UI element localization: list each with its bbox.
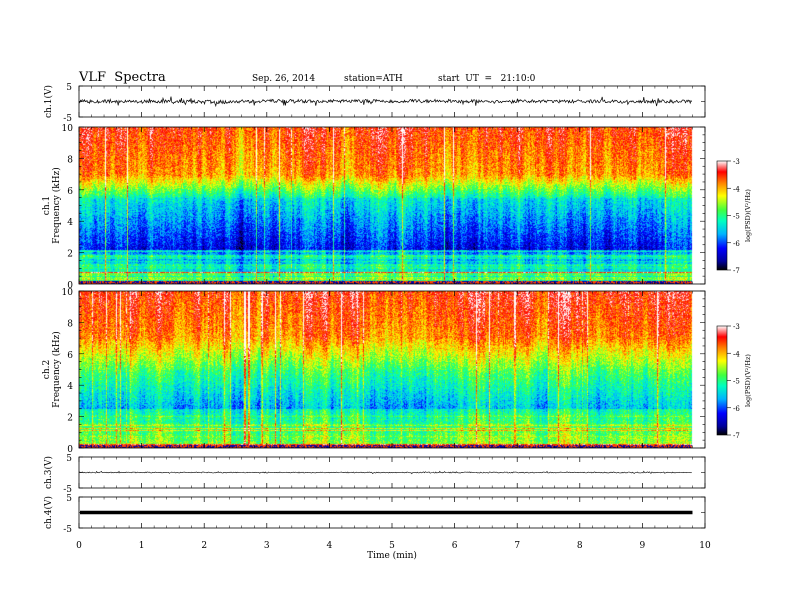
y-axis-label-ch1: ch.1(V): [43, 85, 54, 118]
x-tick-label: 4: [327, 541, 333, 551]
y-tick-label: 2: [67, 414, 73, 424]
start-time-label: start UT = 21:10:0: [438, 74, 536, 84]
spectrogram-image-ch1: [79, 127, 705, 284]
y-axis-channel-label: ch.2: [42, 360, 52, 379]
colorbar-tick-label: -6: [733, 240, 740, 248]
station-label: station=ATH: [344, 74, 403, 84]
x-tick-label: 2: [201, 541, 207, 551]
colorbar: [716, 160, 728, 271]
y-tick-label: 0: [67, 281, 73, 291]
y-axis-label-ch4: ch.4(V): [43, 496, 54, 529]
y-tick-label: 6: [67, 351, 73, 361]
y-axis-frequency-label: Frequency (kHz): [51, 167, 62, 244]
spectrogram-image-ch2: [79, 291, 705, 448]
y-axis-channel-label: ch.1: [42, 196, 52, 215]
colorbar-tick-label: -3: [733, 323, 740, 331]
colorbar-tick-label: -6: [733, 405, 740, 413]
colorbar-tick-label: -3: [733, 158, 740, 166]
x-tick-label: 8: [577, 541, 583, 551]
figure-title: VLF Spectra: [79, 70, 166, 85]
y-tick-label: 4: [67, 218, 73, 228]
ch1-trace: [78, 96, 693, 108]
x-tick-label: 6: [452, 541, 458, 551]
y-tick-label: 8: [67, 155, 73, 165]
ch3-trace: [78, 470, 692, 475]
colorbar-tick-label: -4: [733, 350, 740, 358]
x-tick-label: 7: [514, 541, 520, 551]
colorbar: [716, 325, 728, 436]
y-axis-label-ch3: ch.3(V): [43, 456, 54, 489]
y-tick-label: 5: [66, 83, 72, 93]
colorbar-tick-label: -5: [733, 378, 740, 386]
x-tick-label: 1: [139, 541, 145, 551]
y-tick-label: 6: [67, 187, 73, 197]
colorbar-tick-label: -5: [733, 213, 740, 221]
colorbar-label: log(PSD)(V²/Hz): [744, 354, 752, 407]
y-axis-frequency-label: Frequency (kHz): [51, 331, 62, 408]
x-tick-label: 0: [76, 541, 82, 551]
y-tick-label: 4: [67, 382, 73, 392]
y-tick-label: -5: [63, 114, 72, 124]
x-tick-label: 3: [264, 541, 270, 551]
x-axis-label: Time (min): [367, 550, 417, 561]
colorbar-label: log(PSD)(V²/Hz): [744, 189, 752, 242]
y-tick-label: 10: [62, 288, 74, 298]
y-tick-label: 5: [66, 454, 72, 464]
y-tick-label: 0: [67, 445, 73, 455]
y-tick-label: -5: [63, 485, 72, 495]
colorbar-tick-label: -7: [733, 267, 740, 275]
y-tick-label: 8: [67, 319, 73, 329]
y-tick-label: 2: [67, 250, 73, 260]
y-tick-label: -5: [63, 525, 72, 535]
colorbar-tick-label: -4: [733, 185, 740, 193]
x-tick-label: 5: [389, 541, 395, 551]
colorbar-tick-label: -7: [733, 432, 740, 440]
x-tick-label: 10: [699, 541, 711, 551]
x-tick-label: 9: [640, 541, 646, 551]
y-tick-label: 5: [66, 494, 72, 504]
date-label: Sep. 26, 2014: [252, 74, 316, 84]
y-tick-label: 10: [62, 124, 74, 134]
